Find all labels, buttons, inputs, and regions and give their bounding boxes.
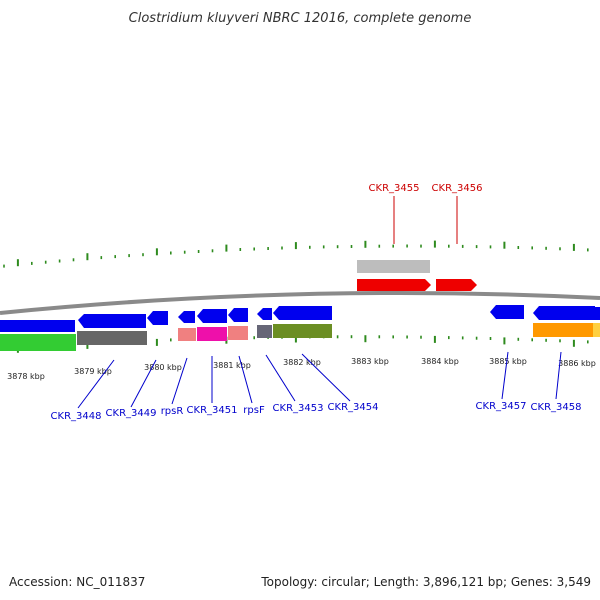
gene-label-ckr-3451[interactable]: CKR_3451 [187,405,238,416]
gene-arrow-rpsf[interactable] [228,308,248,322]
gene-arrow-ckr-3451-a[interactable] [178,311,195,323]
gene-arrow-ckr-3455[interactable] [357,279,431,291]
gene-arrow-ckr-3458[interactable] [533,306,595,320]
genome-backbone [0,291,600,315]
gene-label-ckr-3454[interactable]: CKR_3454 [328,402,379,413]
gene-arrow-ckr-3448[interactable] [0,320,75,332]
gene-label-rpsr[interactable]: rpsR [161,406,184,417]
gene-label-ckr-3449[interactable]: CKR_3449 [106,408,157,419]
feature-bar-salmon-b[interactable] [228,326,248,340]
feature-bar-olive[interactable] [273,324,332,338]
gene-label-ckr-3453[interactable]: CKR_3453 [273,403,324,414]
gene-arrow-ckr-3449[interactable] [78,314,146,328]
feature-bar-magenta[interactable] [197,327,227,341]
gene-arrow-ckr-3458-continued[interactable] [595,307,600,320]
gene-arrow-ckr-3451-b[interactable] [197,309,227,323]
kbp-label: 3881 kbp [213,361,251,370]
gene-label-ckr-3456[interactable]: CKR_3456 [432,183,483,194]
plus-strand-track [357,260,477,291]
minus-leaders [77,351,562,409]
kbp-label: 3883 kbp [351,357,389,366]
feature-bar-orange[interactable] [533,323,593,337]
upper-tick-row [3,240,589,268]
kbp-scale: 3878 kbp 3879 kbp 3880 kbp 3881 kbp 3882… [7,357,596,381]
kbp-label: 3880 kbp [144,363,182,372]
kbp-label: 3886 kbp [558,359,596,368]
gene-label-rpsf[interactable]: rpsF [243,405,265,416]
minus-strand-arrows [0,305,600,332]
kbp-label: 3879 kbp [74,367,112,376]
kbp-label: 3884 kbp [421,357,459,366]
gene-label-ckr-3448[interactable]: CKR_3448 [51,411,102,422]
gene-label-ckr-3457[interactable]: CKR_3457 [476,401,527,412]
gene-label-ckr-3458[interactable]: CKR_3458 [531,402,582,413]
gene-label-ckr-3455[interactable]: CKR_3455 [369,183,420,194]
gene-arrow-ckr-3454[interactable] [273,306,332,320]
feature-bar-green[interactable] [0,334,76,351]
feature-bar-gray[interactable] [77,331,147,345]
gene-arrow-ckr-3453[interactable] [257,308,272,320]
kbp-label: 3882 kbp [283,358,321,367]
kbp-label: 3885 kbp [489,357,527,366]
kbp-label: 3878 kbp [7,372,45,381]
minus-strand-bars [0,323,600,351]
gene-bar-ckr-3455[interactable] [357,260,430,273]
feature-bar-salmon-a[interactable] [178,328,196,341]
topology-text: Topology: circular; Length: 3,896,121 bp… [260,575,591,589]
feature-bar-slate[interactable] [257,325,272,338]
map-title: Clostridium kluyveri NBRC 12016, complet… [129,11,472,26]
accession-text: Accession: NC_011837 [9,575,145,589]
gene-arrow-ckr-3456[interactable] [436,279,477,291]
gene-arrow-rpsr[interactable] [147,311,168,325]
feature-bar-yellow[interactable] [593,323,600,337]
plus-leaders [393,196,458,244]
gene-arrow-ckr-3457[interactable] [490,305,524,319]
